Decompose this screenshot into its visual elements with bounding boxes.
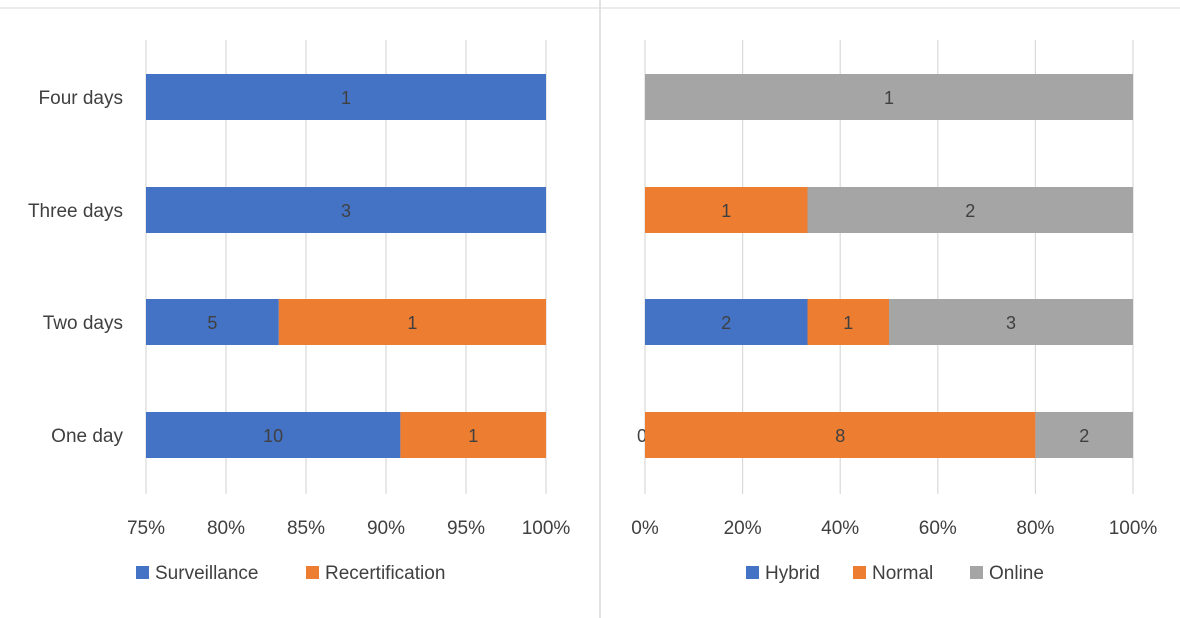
x-tick-label: 85% [287, 518, 325, 539]
right-chart: 0 8 2 2 1 3 1 2 1 0% 20% 40% 60% 80% 100% Hybrid Normal O… [631, 40, 1157, 584]
legend-swatch [136, 566, 149, 579]
bar-segment [807, 187, 1133, 233]
data-label: 10 [263, 426, 283, 446]
legend-label: Recertification [325, 563, 445, 584]
x-tick-label: 75% [127, 518, 165, 539]
legend-swatch [853, 566, 866, 579]
bar-segment [146, 412, 401, 458]
x-tick-label: 100% [1109, 518, 1158, 539]
x-tick-label: 60% [919, 518, 957, 539]
data-label: 3 [341, 201, 351, 221]
bar-segment [1035, 412, 1133, 458]
bar-segment [645, 187, 808, 233]
data-label: 1 [468, 426, 478, 446]
legend-label: Hybrid [765, 563, 820, 584]
category-label: Four days [39, 88, 123, 109]
data-label: 5 [207, 313, 217, 333]
category-label: One day [51, 426, 123, 447]
data-label: 1 [341, 88, 351, 108]
x-tick-label: 100% [522, 518, 571, 539]
bar-segment [645, 299, 808, 345]
data-label: 0 [637, 426, 647, 446]
x-tick-label: 20% [724, 518, 762, 539]
legend-swatch [306, 566, 319, 579]
x-tick-label: 0% [631, 518, 659, 539]
data-label: 2 [721, 313, 731, 333]
data-label: 3 [1006, 313, 1016, 333]
left-chart: 10 1 One day 5 1 Two days 3 Three days 1 Four day… [28, 40, 570, 584]
data-label: 1 [843, 313, 853, 333]
bar-segment [807, 299, 889, 345]
bar-segment [278, 299, 546, 345]
data-label: 8 [835, 426, 845, 446]
legend-label: Online [989, 563, 1044, 584]
bar-segment [400, 412, 546, 458]
data-label: 2 [1079, 426, 1089, 446]
data-label: 1 [721, 201, 731, 221]
bar-segment [146, 187, 546, 233]
bar-segment [645, 412, 1036, 458]
data-label: 2 [965, 201, 975, 221]
legend-label: Surveillance [155, 563, 259, 584]
bar-segment [889, 299, 1133, 345]
bar-segment [645, 74, 1133, 120]
x-tick-label: 95% [447, 518, 485, 539]
legend-label: Normal [872, 563, 933, 584]
x-tick-label: 80% [1016, 518, 1054, 539]
data-label: 1 [407, 313, 417, 333]
x-tick-label: 40% [821, 518, 859, 539]
bar-segment [146, 299, 279, 345]
data-label: 1 [884, 88, 894, 108]
category-label: Two days [43, 313, 123, 334]
x-tick-label: 90% [367, 518, 405, 539]
x-tick-label: 80% [207, 518, 245, 539]
bar-segment [146, 74, 546, 120]
legend-swatch [970, 566, 983, 579]
category-label: Three days [28, 201, 123, 222]
legend-swatch [746, 566, 759, 579]
